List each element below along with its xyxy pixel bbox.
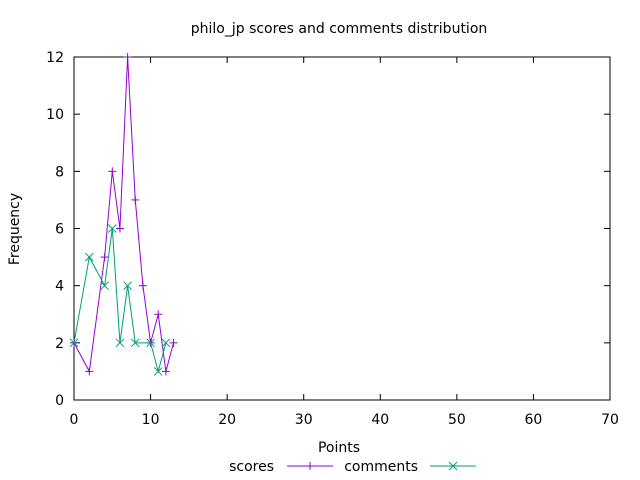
data-point-comments <box>100 281 109 291</box>
series-line-comments <box>73 228 167 374</box>
legend-label: scores <box>229 459 274 475</box>
x-tick-label: 0 <box>70 412 79 428</box>
data-point-scores <box>154 310 163 319</box>
x-tick-label: 40 <box>371 412 389 428</box>
x-tick-label: 20 <box>218 412 236 428</box>
data-point-comments <box>115 338 125 348</box>
series-comments <box>69 224 171 376</box>
legend-marker <box>448 461 458 471</box>
x-tick-label: 60 <box>525 412 543 428</box>
y-tick-label: 0 <box>55 393 64 409</box>
x-axis-label: Points <box>318 440 360 456</box>
x-tick-label: 10 <box>142 412 160 428</box>
data-point-comments <box>107 224 117 233</box>
legend-item-comments: comments <box>344 459 476 475</box>
data-point-scores <box>123 53 132 61</box>
data-point-comments <box>123 281 132 291</box>
x-tick-label: 50 <box>448 412 466 428</box>
x-tick-label: 30 <box>295 412 313 428</box>
legend-marker <box>306 462 314 470</box>
plot-area-border <box>73 56 611 401</box>
y-tick-label: 6 <box>55 222 64 238</box>
chart-title: philo_jp scores and comments distributio… <box>191 21 488 37</box>
data-point-comments <box>153 367 163 376</box>
data-point-scores <box>108 167 117 176</box>
axis-ticks: 0 10 20 30 40 50 60 70 0 2 4 6 8 10 12 <box>46 50 619 428</box>
data-point-comments <box>161 338 171 348</box>
data-point-scores <box>138 281 147 290</box>
series-scores <box>70 53 178 376</box>
y-axis-label-text: Frequency <box>7 193 23 265</box>
data-point-scores <box>115 224 124 233</box>
data-point-scores <box>85 367 94 376</box>
y-tick-label: 4 <box>55 279 64 295</box>
y-tick-label: 8 <box>55 164 64 180</box>
data-point-comments <box>130 338 140 348</box>
legend-label: comments <box>344 459 418 475</box>
series-line-scores <box>73 56 175 374</box>
y-tick-label: 10 <box>46 107 64 123</box>
y-tick-label: 12 <box>46 50 64 66</box>
legend: scores comments <box>229 459 476 475</box>
y-axis-label: Frequency <box>7 193 23 265</box>
data-point-scores <box>100 253 109 262</box>
series-layer <box>69 53 178 376</box>
legend-item-scores: scores <box>229 459 333 475</box>
data-point-comments <box>69 338 79 348</box>
data-point-scores <box>161 367 170 376</box>
x-tick-label: 70 <box>601 412 619 428</box>
y-tick-label: 2 <box>55 336 64 352</box>
data-point-comments <box>84 252 94 262</box>
data-point-scores <box>169 338 178 347</box>
data-point-scores <box>131 195 140 204</box>
data-point-comments <box>146 338 155 348</box>
